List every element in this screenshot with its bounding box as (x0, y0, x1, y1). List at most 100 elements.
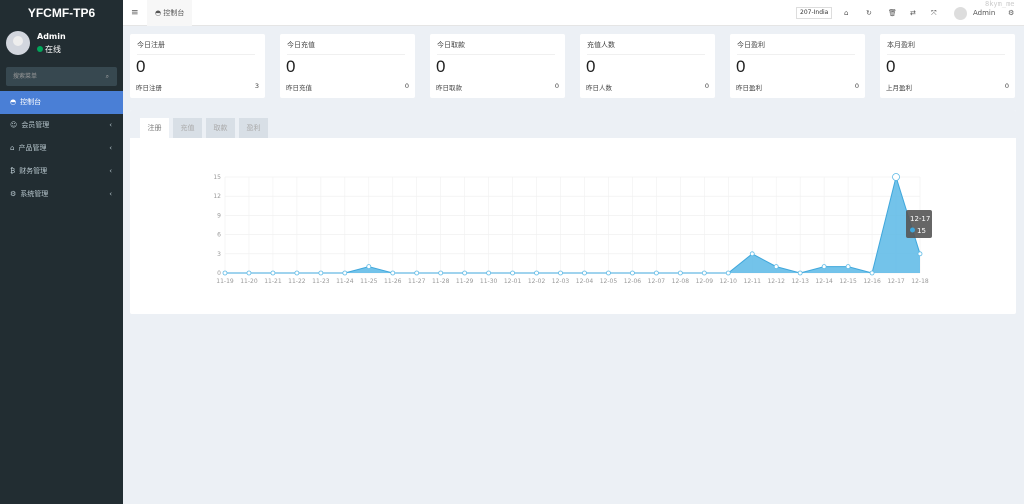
data-point (773, 264, 779, 270)
chevron-left-icon: ‹ (109, 190, 112, 198)
chevron-left-icon: ‹ (109, 144, 112, 152)
chart-tab-3[interactable]: 盈利 (239, 118, 268, 138)
x-tick-label: 12-02 (528, 278, 546, 285)
data-point (462, 270, 468, 276)
fullscreen-icon[interactable]: ⤧ (931, 9, 937, 17)
stat-card: 今日取款 0 昨日取款 0 (430, 34, 565, 98)
chart-panel: 注册 充值 取款 盈利 0 3 6 9 12 15 11-19 11-20 11-21 11-22 11-… (130, 110, 1016, 314)
data-point (534, 270, 539, 276)
user-status: 在线 (37, 44, 61, 55)
sidebar-item-3[interactable]: ₿ 财务管理 ‹ (0, 160, 123, 183)
divider (287, 54, 405, 55)
x-tick-label: 11-26 (384, 278, 402, 285)
menu-search-input[interactable]: 搜索菜单 ⌕ (6, 67, 117, 86)
stat-card: 本月盈利 0 上月盈利 0 (880, 34, 1015, 98)
tab-dashboard[interactable]: ◓ 控制台 (147, 0, 193, 26)
x-tick-label: 12-18 (911, 278, 929, 285)
x-tick-label: 12-16 (863, 278, 881, 285)
user-panel: Admin 在线 (0, 26, 123, 62)
chevron-left-icon: ‹ (109, 167, 112, 175)
data-point (510, 270, 515, 276)
data-point (390, 270, 396, 276)
y-tick-label: 12 (213, 193, 221, 200)
logo: YFCMF-TP6 (27, 6, 96, 20)
data-point (630, 270, 635, 276)
gears-icon: ⚙ (10, 190, 17, 198)
chart-tab-1[interactable]: 充值 (173, 118, 202, 138)
sidebar-item-1[interactable]: ☺ 会员管理 ‹ (0, 114, 123, 137)
card-sub-label: 昨日注册 (136, 84, 162, 92)
trash-icon[interactable]: 🗑 (888, 9, 897, 17)
card-title: 今日盈利 (737, 41, 765, 49)
stat-card: 充值人数 0 昨日人数 0 (580, 34, 715, 98)
tooltip-label: 12-17 (910, 215, 930, 223)
card-sub-label: 昨日充值 (286, 84, 312, 92)
data-point (342, 270, 348, 276)
x-tick-label: 11-27 (408, 278, 426, 285)
topbar-avatar[interactable] (954, 7, 967, 20)
data-point (701, 270, 707, 276)
card-title: 本月盈利 (887, 41, 915, 49)
divider (737, 54, 855, 55)
home-icon[interactable]: ⌂ (844, 9, 849, 17)
card-value: 0 (436, 57, 446, 76)
stat-card: 今日盈利 0 昨日盈利 0 (730, 34, 865, 98)
chart-tab-2[interactable]: 取款 (206, 118, 235, 138)
data-point (869, 270, 875, 276)
menu-toggle-icon[interactable]: ≡ (131, 8, 139, 18)
registration-chart: 0 3 6 9 12 15 11-19 11-20 11-21 11-22 11-23 11-24 11… (213, 173, 932, 285)
data-point (821, 264, 827, 270)
data-point (917, 251, 923, 257)
sidebar-item-2[interactable]: ⌂ 产品管理 ‹ (0, 137, 123, 160)
data-point (294, 270, 300, 276)
card-title: 今日取款 (437, 41, 465, 49)
data-point (653, 270, 659, 276)
card-sub-label: 昨日取款 (436, 84, 462, 92)
topbar-user[interactable]: Admin (973, 9, 996, 17)
x-tick-label: 12-07 (648, 278, 666, 285)
x-tick-label: 11-20 (240, 278, 258, 285)
sidebar-item-4[interactable]: ⚙ 系统管理 ‹ (0, 183, 123, 206)
divider (587, 54, 705, 55)
card-sub-label: 昨日盈利 (736, 84, 762, 92)
stat-card: 今日注册 0 昨日注册 3 (130, 34, 265, 98)
card-title: 今日注册 (137, 41, 165, 49)
language-icon[interactable]: ⇄ (910, 9, 916, 17)
x-tick-label: 11-19 (216, 278, 234, 285)
chart-tab-0[interactable]: 注册 (140, 118, 169, 138)
x-tick-label: 11-29 (456, 278, 474, 285)
server-badge[interactable]: 207-India (796, 7, 833, 19)
search-icon[interactable]: ⌕ (105, 73, 109, 80)
card-sub-value: 0 (854, 82, 859, 90)
settings-icon[interactable]: ⚙ (1008, 9, 1015, 17)
x-tick-label: 12-04 (576, 278, 594, 285)
data-point (366, 264, 372, 270)
data-point (797, 270, 803, 276)
data-point (414, 270, 420, 276)
data-point (749, 251, 755, 257)
card-title: 今日充值 (287, 41, 315, 49)
x-tick-label: 12-17 (887, 278, 905, 285)
data-point (582, 270, 587, 276)
chart-tabs: 注册 充值 取款 盈利 (130, 110, 1016, 138)
card-sub-value: 0 (1004, 82, 1009, 90)
card-sub-value: 0 (404, 82, 409, 90)
home-icon: ⌂ (10, 144, 15, 152)
bitcoin-icon: ₿ (10, 167, 16, 175)
x-tick-label: 12-15 (839, 278, 857, 285)
refresh-icon[interactable]: ↻ (866, 9, 872, 17)
x-tick-label: 11-30 (480, 278, 498, 285)
topbar: ≡ ◓ 控制台 207-India ⌂ ↻ 🗑 ⇄ ⤧ Admin ⚙ 8kym… (123, 0, 1024, 26)
data-point (222, 270, 228, 276)
x-tick-label: 12-14 (815, 278, 833, 285)
data-point (845, 264, 851, 270)
sidebar-item-0[interactable]: ◓ 控制台 (0, 91, 123, 114)
x-tick-label: 11-25 (360, 278, 378, 285)
card-value: 0 (736, 57, 746, 76)
user-name: Admin (37, 32, 66, 41)
x-tick-label: 12-09 (696, 278, 714, 285)
sidebar-item-label: 控制台 (20, 98, 42, 106)
data-point (246, 270, 252, 276)
sidebar-item-label: 产品管理 (18, 144, 47, 152)
x-tick-label: 11-22 (288, 278, 306, 285)
